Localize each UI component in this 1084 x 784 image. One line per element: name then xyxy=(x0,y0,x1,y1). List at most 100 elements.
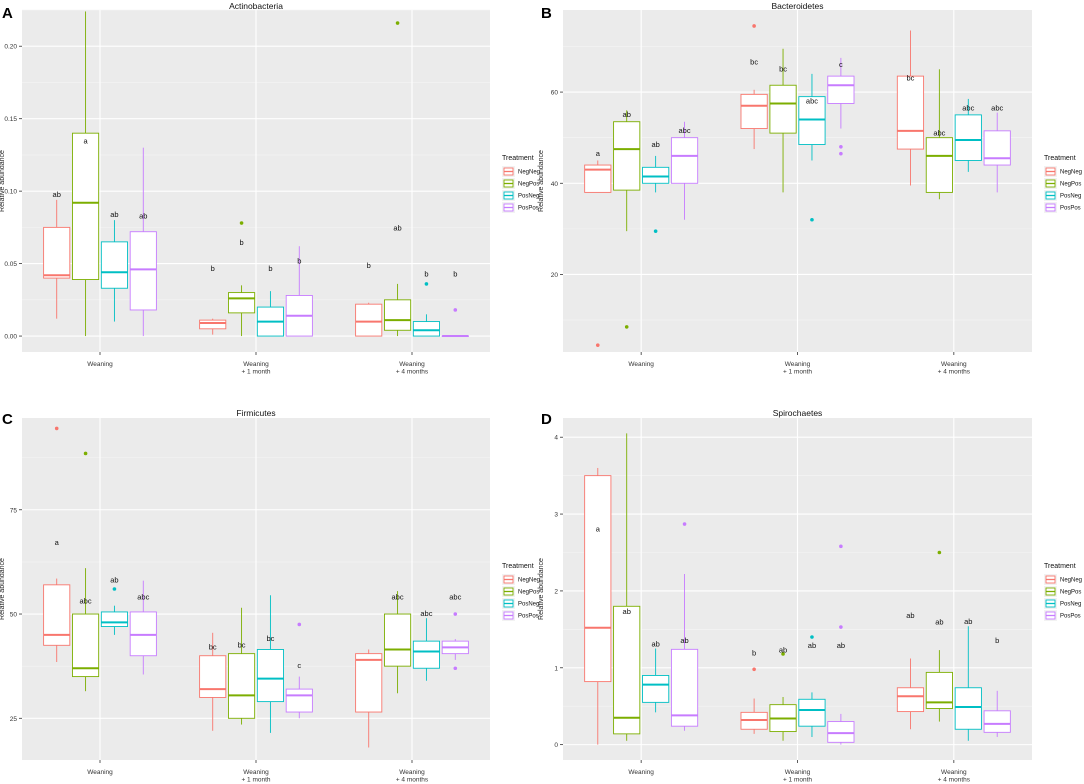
significance-letter: bc xyxy=(209,642,217,651)
box-body xyxy=(798,698,826,727)
box-body xyxy=(355,653,383,713)
box-body xyxy=(129,611,157,657)
y-tick-label: 0.15 xyxy=(4,116,17,123)
box-body xyxy=(896,687,925,713)
significance-letter: b xyxy=(424,270,428,279)
significance-letter: b xyxy=(268,264,272,273)
legend-key-negpos: NegPos xyxy=(1044,586,1081,597)
box-negneg: bc xyxy=(896,30,925,186)
box-body xyxy=(199,319,227,330)
y-tick-label: 40 xyxy=(551,181,559,188)
legend-label: PosNeg xyxy=(518,194,539,200)
y-tick-label: 0.10 xyxy=(4,189,17,196)
y-axis-label: Relative abundance xyxy=(0,558,6,620)
significance-letter: abc xyxy=(420,609,432,618)
x-tick-label: + 4 months xyxy=(938,369,971,376)
box-body xyxy=(983,710,1011,733)
x-tick-label: Weaning xyxy=(628,361,654,368)
x-tick-label: + 1 month xyxy=(783,777,812,784)
significance-letter: ab xyxy=(651,140,659,149)
significance-letter: abc xyxy=(80,597,92,606)
legend-key-negneg: NegNeg xyxy=(502,166,540,177)
box-body xyxy=(100,611,128,627)
significance-letter: bc xyxy=(266,634,274,643)
box-body xyxy=(896,75,925,150)
box-posneg: ab xyxy=(642,140,670,233)
box-body xyxy=(100,241,128,289)
box-pospos: c xyxy=(285,622,313,719)
y-axis-label: Relative abundance xyxy=(538,558,545,620)
box-negpos: abc xyxy=(384,591,412,694)
box-body xyxy=(355,303,383,337)
significance-letter: c xyxy=(297,661,301,670)
y-tick-label: 1 xyxy=(554,665,558,672)
panel-letter: A xyxy=(2,5,13,22)
box-pospos: b xyxy=(983,636,1011,737)
box-pospos: abc xyxy=(129,580,157,675)
legend-label: PosNeg xyxy=(1060,194,1081,200)
significance-letter: ab xyxy=(53,190,61,199)
outlier-point xyxy=(297,622,302,627)
legend-label: NegPos xyxy=(1060,590,1081,596)
significance-letter: bc xyxy=(750,58,758,67)
box-negneg: b xyxy=(355,261,383,337)
significance-letter: a xyxy=(55,538,60,547)
y-tick-label: 75 xyxy=(10,507,18,514)
y-tick-label: 20 xyxy=(551,272,559,279)
box-posneg: ab xyxy=(100,210,128,322)
box-negneg: ab xyxy=(896,611,925,730)
box-posneg: abc xyxy=(798,73,826,222)
x-tick-label: Weaning xyxy=(941,361,967,368)
legend-key-negpos: NegPos xyxy=(502,586,539,597)
box-negpos: abc xyxy=(925,69,953,200)
x-tick-label: Weaning xyxy=(399,361,425,368)
box-pospos: b xyxy=(441,270,469,338)
legend-label: PosPos xyxy=(518,206,539,212)
y-tick-label: 3 xyxy=(554,512,558,519)
x-tick-label: Weaning xyxy=(941,769,967,776)
legend: Treatment NegNeg NegPos PosNeg PosPos xyxy=(502,155,540,213)
significance-letter: ab xyxy=(964,617,972,626)
outlier-point xyxy=(54,426,59,431)
legend-key-negpos: NegPos xyxy=(1044,178,1081,189)
box-body xyxy=(384,299,412,331)
outlier-point xyxy=(839,625,843,629)
significance-letter: ab xyxy=(623,110,631,119)
box-body xyxy=(256,649,284,703)
box-negpos: ab xyxy=(384,21,412,337)
legend-key-posneg: PosNeg xyxy=(1044,598,1081,609)
legend-label: PosNeg xyxy=(1060,602,1081,608)
box-pospos: c xyxy=(827,57,855,156)
legend: Treatment NegNeg NegPos PosNeg PosPos xyxy=(1044,563,1082,621)
outlier-point xyxy=(83,451,88,456)
significance-letter: b xyxy=(211,264,215,273)
legend-key-pospos: PosPos xyxy=(502,202,539,213)
significance-letter: b xyxy=(239,238,243,247)
significance-letter: ab xyxy=(779,645,787,654)
outlier-point xyxy=(395,21,400,25)
significance-letter: b xyxy=(752,648,756,657)
box-body xyxy=(412,640,440,669)
x-tick-label: + 4 months xyxy=(396,777,429,784)
y-tick-label: 25 xyxy=(10,716,18,723)
significance-letter: c xyxy=(839,60,843,69)
significance-letter: ab xyxy=(935,618,943,627)
box-negpos: a xyxy=(72,11,100,337)
outlier-point xyxy=(424,282,429,286)
x-tick-label: Weaning xyxy=(87,361,113,368)
panel-title: Bacteroidetes xyxy=(772,1,824,11)
box-negneg: a xyxy=(584,467,612,745)
significance-letter: abc xyxy=(991,103,1003,112)
x-tick-label: + 1 month xyxy=(241,777,270,784)
outlier-point xyxy=(752,667,756,672)
y-tick-label: 0.05 xyxy=(4,261,17,268)
box-posneg: ab xyxy=(100,576,128,635)
x-tick-label: + 4 months xyxy=(396,369,429,376)
box-posneg: abc xyxy=(412,609,440,681)
outlier-point xyxy=(453,308,458,312)
x-tick-label: + 1 month xyxy=(783,369,812,376)
box-negpos: b xyxy=(228,221,256,337)
y-tick-label: 0.20 xyxy=(4,44,17,51)
